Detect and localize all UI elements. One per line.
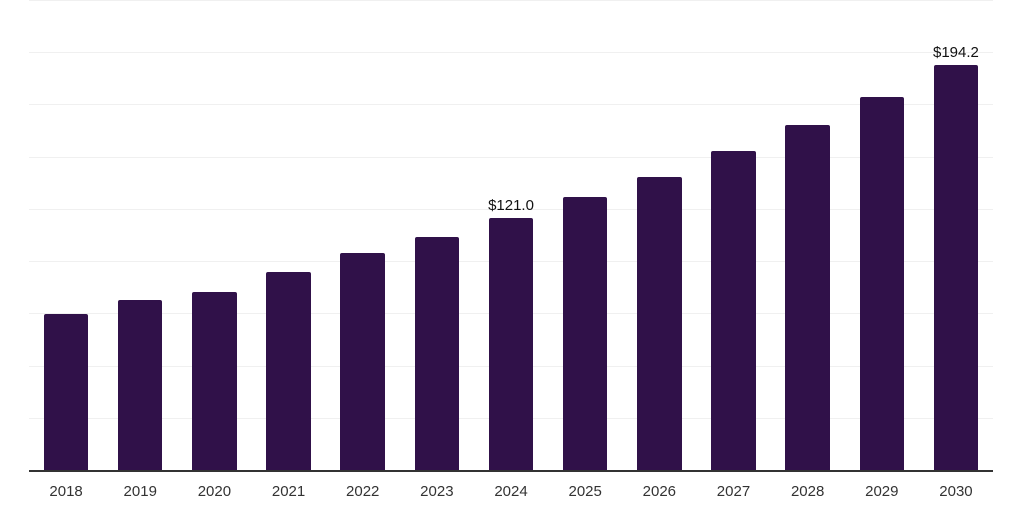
- x-tick-label: 2025: [568, 483, 602, 500]
- plot-area: $121.0 $194.2: [29, 0, 993, 472]
- gridline: [29, 208, 993, 210]
- bar-value-label: $121.0: [488, 197, 534, 215]
- bar-group: [622, 1, 696, 471]
- gridline: [29, 104, 993, 106]
- bar: [266, 271, 311, 471]
- bar-group: $194.2: [919, 1, 993, 471]
- bars-container: $121.0 $194.2: [29, 1, 993, 471]
- x-tick-label: 2020: [197, 483, 232, 500]
- x-axis-tick-labels: 2018 2019 2020 2021 2022 2023 2024 2025 2026 2027…: [29, 483, 993, 500]
- bar-group: [103, 1, 177, 471]
- x-tick-label: 2018: [49, 483, 83, 500]
- bar: [933, 65, 979, 471]
- bar-group: [29, 1, 103, 471]
- bar: [785, 125, 830, 471]
- x-tick-label: 2030: [939, 483, 973, 500]
- x-axis-line: [29, 470, 993, 472]
- x-tick-label: 2022: [346, 483, 380, 500]
- x-tick-label: 2027: [716, 483, 751, 500]
- bar-group: $121.0: [474, 1, 548, 471]
- x-tick-label: 2024: [494, 483, 528, 500]
- x-tick-label: 2028: [790, 483, 825, 500]
- bar: [340, 253, 385, 471]
- bar: [711, 150, 756, 471]
- x-tick-label: 2021: [271, 483, 306, 500]
- bar: [117, 300, 163, 471]
- bar-group: [177, 1, 251, 471]
- x-tick-label: 2026: [642, 483, 677, 500]
- bar-group: [696, 1, 770, 471]
- x-tick-label: 2019: [123, 483, 157, 500]
- bar-group: [400, 1, 474, 471]
- bar: [488, 218, 534, 471]
- bar-group: [326, 1, 400, 471]
- gridline: [29, 156, 993, 158]
- bar: [43, 314, 89, 471]
- bar-group: [251, 1, 325, 471]
- bar: [192, 292, 237, 471]
- bar-value-label: $194.2: [933, 44, 979, 62]
- gridline: [29, 0, 993, 1]
- x-tick-label: 2029: [865, 483, 899, 500]
- bar: [562, 197, 608, 471]
- bar-group: [548, 1, 622, 471]
- bar: [414, 236, 460, 471]
- bar-group: [771, 1, 845, 471]
- bar: [637, 176, 682, 471]
- bar: [859, 96, 905, 471]
- gridline: [29, 52, 993, 54]
- x-tick-label: 2023: [420, 483, 454, 500]
- bar-group: [845, 1, 919, 471]
